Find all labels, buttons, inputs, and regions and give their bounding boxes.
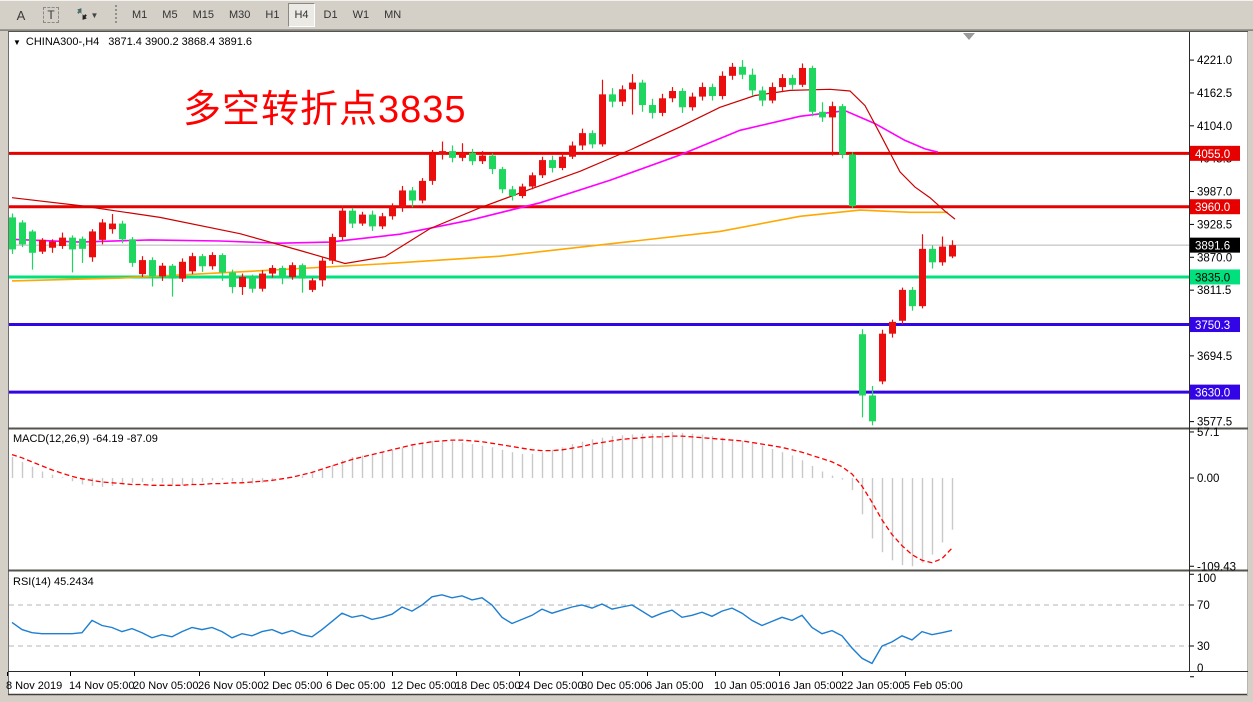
time-tick-label: 8 Nov 2019 xyxy=(6,680,62,692)
price-badge: 3750.3 xyxy=(1190,317,1240,333)
timeframe-button-w1[interactable]: W1 xyxy=(352,9,370,21)
price-tick-label: 3987.0 xyxy=(1197,187,1232,199)
time-tick-label: 20 Nov 05:00 xyxy=(133,680,198,692)
timeframe-button-m5[interactable]: M5 xyxy=(162,9,178,21)
time-tick-label: 30 Dec 05:00 xyxy=(581,680,646,692)
rsi-tick-label: 100 xyxy=(1197,573,1216,585)
macd-signal-line xyxy=(11,435,953,564)
rsi-indicator-label: RSI(14) 45.2434 xyxy=(13,576,94,588)
chart-title: ▼ CHINA300-,H4 3871.4 3900.2 3868.4 3891… xyxy=(13,36,252,48)
toolbar: A T ▼ M1 M5 M15 M30 H1 H4 D1 W1 MN xyxy=(0,0,1253,30)
price-axis: 4221.04162.54104.04045.53987.03928.53870… xyxy=(1190,55,1240,678)
timeframe-button-mn[interactable]: MN xyxy=(384,9,402,21)
time-tick-label: 2 Dec 05:00 xyxy=(263,680,322,692)
price-badge: 4055.0 xyxy=(1190,145,1240,161)
time-tick-label: 24 Dec 05:00 xyxy=(518,680,583,692)
price-badge: 3630.0 xyxy=(1190,384,1240,400)
timeframe-button-m30[interactable]: M30 xyxy=(228,9,251,21)
time-tick-label: 14 Nov 05:00 xyxy=(69,680,134,692)
svg-text:3835.0: 3835.0 xyxy=(1195,272,1230,284)
svg-text:3630.0: 3630.0 xyxy=(1195,388,1230,400)
time-tick-label: 6 Jan 05:00 xyxy=(646,680,704,692)
time-tick-label: 6 Dec 05:00 xyxy=(326,680,385,692)
macd-panel xyxy=(11,431,954,567)
macd-tick-label: 57.1 xyxy=(1197,427,1219,439)
timeframe-button-m15[interactable]: M15 xyxy=(192,9,214,21)
svg-text:3891.6: 3891.6 xyxy=(1195,241,1230,253)
symbol-name: CHINA300-,H4 xyxy=(25,36,100,48)
price-tick-label: 3577.5 xyxy=(1197,417,1232,429)
time-tick-label: 18 Dec 05:00 xyxy=(455,680,520,692)
price-tick-label: 3694.5 xyxy=(1197,351,1232,363)
timeframe-button-h4[interactable]: H4 xyxy=(288,3,315,27)
chevron-down-icon: ▼ xyxy=(90,10,99,20)
time-tick-label: 22 Jan 05:00 xyxy=(841,680,905,692)
macd-indicator-label: MACD(12,26,9) -64.19 -87.09 xyxy=(13,433,158,445)
time-tick-label: 16 Jan 05:00 xyxy=(778,680,842,692)
chart-window-background xyxy=(9,32,1248,694)
chart-shift-marker-icon xyxy=(963,33,975,40)
price-badge: 3891.6 xyxy=(1190,237,1240,253)
price-tick-label: 4221.0 xyxy=(1197,55,1232,67)
price-badge: 3835.0 xyxy=(1190,269,1240,285)
rsi-line xyxy=(11,594,953,665)
ma-magenta-line xyxy=(11,109,939,245)
time-tick-label: 10 Jan 05:00 xyxy=(714,680,778,692)
candles-layer xyxy=(9,60,956,426)
time-tick-label: 5 Feb 05:00 xyxy=(904,680,963,692)
time-tick-label: 26 Nov 05:00 xyxy=(198,680,263,692)
timeframe-buttons: M1 M5 M15 M30 H1 H4 D1 W1 MN xyxy=(126,3,410,27)
text-box-tool-button[interactable]: T xyxy=(38,3,64,27)
timeframe-button-h1[interactable]: H1 xyxy=(265,9,280,21)
price-tick-label: 4104.0 xyxy=(1197,121,1232,133)
time-tick-label: 12 Dec 05:00 xyxy=(391,680,456,692)
price-tick-label: 3870.0 xyxy=(1197,252,1232,264)
ma-orange-line xyxy=(11,209,948,282)
ma-red-line xyxy=(11,88,956,265)
rsi-tick-label: 30 xyxy=(1197,641,1210,653)
rsi-panel xyxy=(9,594,1189,665)
svg-text:3750.3: 3750.3 xyxy=(1195,320,1230,332)
annotation-text: 多空转折点3835 xyxy=(183,89,467,131)
symbol-dropdown-icon[interactable]: ▼ xyxy=(13,37,21,47)
svg-text:3960.0: 3960.0 xyxy=(1195,202,1230,214)
macd-tick-label: 0.00 xyxy=(1197,473,1219,485)
text-box-icon: T xyxy=(43,7,59,23)
letter-a-icon: A xyxy=(16,7,26,23)
price-badge: 3960.0 xyxy=(1190,199,1240,215)
timeframe-button-m1[interactable]: M1 xyxy=(132,9,148,21)
price-tick-label: 3811.5 xyxy=(1197,285,1231,297)
svg-text:4055.0: 4055.0 xyxy=(1195,149,1230,161)
price-tick-label: 4162.5 xyxy=(1197,88,1232,100)
main-price-panel xyxy=(9,60,1189,426)
text-label-tool-button[interactable]: A xyxy=(8,3,34,27)
cursor-arrows-icon xyxy=(74,7,88,24)
toolbar-separator xyxy=(114,5,118,25)
timeframe-button-d1[interactable]: D1 xyxy=(323,9,338,21)
macd-tick-label: -109.43 xyxy=(1197,561,1236,573)
arrows-tool-button[interactable]: ▼ xyxy=(68,3,104,27)
price-tick-label: 3928.5 xyxy=(1197,219,1232,231)
ohlc-values: 3871.4 3900.2 3868.4 3891.6 xyxy=(108,36,253,48)
rsi-tick-label: 0 xyxy=(1197,663,1203,675)
rsi-tick-label: 70 xyxy=(1197,600,1210,612)
